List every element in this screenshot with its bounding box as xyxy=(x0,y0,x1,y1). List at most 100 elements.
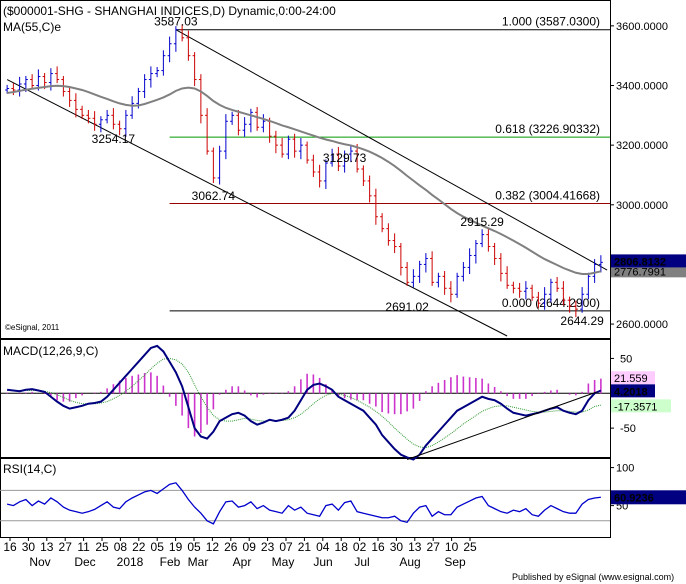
macd-histogram-bar xyxy=(175,393,177,406)
price-annotation: 3129.73 xyxy=(323,151,367,165)
macd-histogram-bar xyxy=(81,393,83,396)
moving-average-line xyxy=(6,84,602,275)
x-tick-label: 07 xyxy=(279,540,293,554)
macd-histogram-bar xyxy=(325,384,327,394)
macd-histogram-bar xyxy=(475,377,477,394)
rsi-tick-label: 100 xyxy=(616,463,634,475)
macd-value-text: 4.2018 xyxy=(614,386,648,398)
macd-histogram-bar xyxy=(506,393,508,397)
panel-frames xyxy=(0,0,611,538)
macd-histogram-bar xyxy=(93,392,96,394)
fib-label-1: 0.618 (3226.90332) xyxy=(495,122,600,136)
macd-histogram-bar xyxy=(275,393,277,394)
x-tick-label: 25 xyxy=(95,540,109,554)
macd-histogram-bar xyxy=(31,391,33,394)
macd-trend-line xyxy=(406,391,598,460)
x-tick-label: 04 xyxy=(316,540,330,554)
price-annotation: 3062.74 xyxy=(192,189,236,203)
x-month-label: Jul xyxy=(354,555,369,569)
macd-histogram-bar xyxy=(181,393,183,416)
macd-histogram-bar xyxy=(356,393,358,401)
macd-histogram-bar xyxy=(318,377,321,394)
x-month-label: 2018 xyxy=(117,555,144,569)
macd-histogram-bar xyxy=(306,373,308,394)
macd-histogram-bar xyxy=(156,375,158,394)
macd-histogram-bar xyxy=(462,376,465,394)
price-tick-label: 3200.0000 xyxy=(616,140,668,152)
price-annotation: 2915.29 xyxy=(460,215,504,229)
x-tick-label: 27 xyxy=(427,540,441,554)
macd-histogram-bar xyxy=(143,373,146,394)
macd-histogram-bar xyxy=(543,391,546,394)
macd-histogram-bar xyxy=(362,393,365,401)
price-tick-label: 3600.0000 xyxy=(616,21,668,33)
macd-histogram-bar xyxy=(118,380,121,394)
macd-histogram-bar xyxy=(250,393,252,396)
macd-histogram-bar xyxy=(200,393,202,433)
macd-histogram-bar xyxy=(493,387,496,394)
macd-histogram-bar xyxy=(43,393,46,394)
macd-histogram-bar xyxy=(525,393,527,399)
macd-hist-tag xyxy=(611,371,655,385)
price-annotation: 3254.17 xyxy=(92,132,136,146)
macd-histogram-bar xyxy=(518,393,521,399)
macd-histogram-bar xyxy=(437,382,440,394)
macd-signal-line xyxy=(7,357,601,449)
macd-histogram-bar xyxy=(568,393,571,395)
x-tick-label: 11 xyxy=(77,540,90,554)
macd-histogram-bar xyxy=(600,378,602,394)
macd-histogram-bar xyxy=(531,393,533,397)
ma-label: MA(55,C)e xyxy=(3,20,61,34)
macd-histogram-bar xyxy=(581,391,583,394)
macd-histogram-bar xyxy=(425,391,427,394)
macd-histogram-bar xyxy=(450,377,452,394)
x-tick-label: 13 xyxy=(408,540,422,554)
x-tick-label: 25 xyxy=(463,540,477,554)
macd-histogram-bar xyxy=(62,393,65,402)
x-tick-label: 10 xyxy=(445,540,459,554)
macd-histogram-bar xyxy=(443,380,446,394)
rsi-value-text: 60.9236 xyxy=(614,492,654,504)
x-tick-label: 18 xyxy=(335,540,349,554)
macd-histogram-bar xyxy=(350,393,352,400)
macd-histogram-bar xyxy=(593,380,596,394)
x-tick-label: 22 xyxy=(132,540,146,554)
x-month-label: Sep xyxy=(444,555,466,569)
fib-label-0: 1.000 (3587.0300) xyxy=(502,15,600,29)
macd-histogram-bar xyxy=(512,393,515,399)
macd-histogram-bar xyxy=(6,392,8,394)
macd-histogram-bar xyxy=(75,393,77,399)
axes: 16 30 13 27 11 25 08 22 05 19 05 12 26 09 23 07 21 04 18 02… xyxy=(3,538,477,569)
macd-histogram-bar xyxy=(343,393,346,399)
price-annotation: 2644.29 xyxy=(560,314,604,328)
x-tick-label: 09 xyxy=(243,540,257,554)
macd-histogram-bar xyxy=(393,393,396,415)
macd-histogram-bar xyxy=(68,393,71,402)
x-tick-label: 13 xyxy=(40,540,54,554)
macd-label: MACD(12,26,9,C) xyxy=(3,344,98,358)
price-tick-label: 3000.0000 xyxy=(616,200,668,212)
macd-histogram-bar xyxy=(550,390,552,394)
last-price-text: 2806.8132 xyxy=(614,256,666,268)
ma-value-text: 2776.7991 xyxy=(614,266,666,278)
macd-histogram-bar xyxy=(100,391,102,394)
macd-histogram-bar xyxy=(293,386,296,394)
macd-histogram-bar xyxy=(481,378,483,394)
macd-histogram-bar xyxy=(331,389,333,394)
macd-histogram-bar xyxy=(256,393,258,398)
macd-tick-label: 50 xyxy=(620,353,632,365)
macd-histogram-bar xyxy=(537,393,540,394)
x-month-label: Mar xyxy=(188,555,209,569)
x-month-label: May xyxy=(272,555,295,569)
last-price-tag xyxy=(611,254,686,268)
chart-title: ($000001-SHG - SHANGHAI INDICES,D) Dynam… xyxy=(3,4,336,18)
x-tick-label: 27 xyxy=(59,540,73,554)
price-tick-label: 3400.0000 xyxy=(616,81,668,93)
macd-value-tag xyxy=(611,384,655,398)
macd-histogram-bar xyxy=(281,392,283,394)
macd-histogram-bar xyxy=(237,386,240,394)
watermark: ©eSignal, 2011 xyxy=(5,323,60,332)
x-tick-label: 26 xyxy=(224,540,238,554)
price-tick-label: 2600.0000 xyxy=(616,319,668,331)
